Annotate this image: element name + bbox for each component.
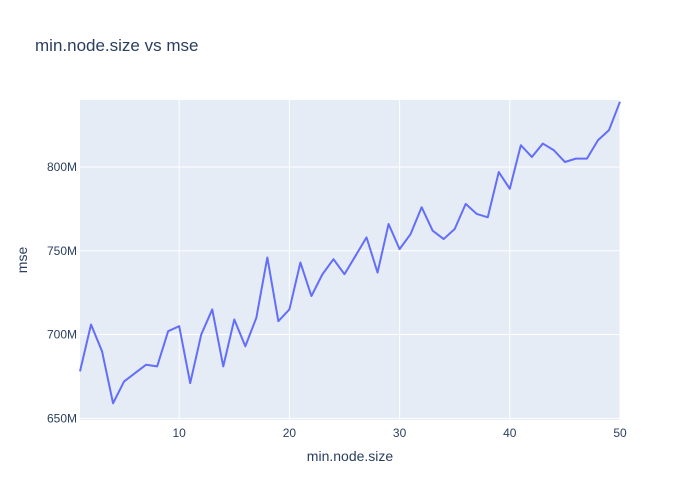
y-tick-label: 700M [47, 328, 77, 342]
tick-labels: 10 20 30 40 50 650M 700M 750M 800M [47, 160, 627, 440]
series-layer [79, 101, 621, 405]
chart-title: min.node.size vs mse [35, 36, 198, 55]
plot-area [80, 100, 620, 420]
x-tick-label: 10 [173, 426, 187, 440]
x-tick-label: 40 [503, 426, 517, 440]
y-axis-title: mse [14, 247, 30, 274]
y-tick-label: 750M [47, 244, 77, 258]
y-tick-label: 800M [47, 160, 77, 174]
x-axis-title: min.node.size [307, 448, 394, 464]
series-line [79, 101, 621, 405]
x-tick-label: 50 [613, 426, 627, 440]
x-tick-label: 30 [393, 426, 407, 440]
y-tick-label: 650M [47, 411, 77, 425]
x-tick-label: 20 [283, 426, 297, 440]
grid-layer [80, 100, 621, 420]
